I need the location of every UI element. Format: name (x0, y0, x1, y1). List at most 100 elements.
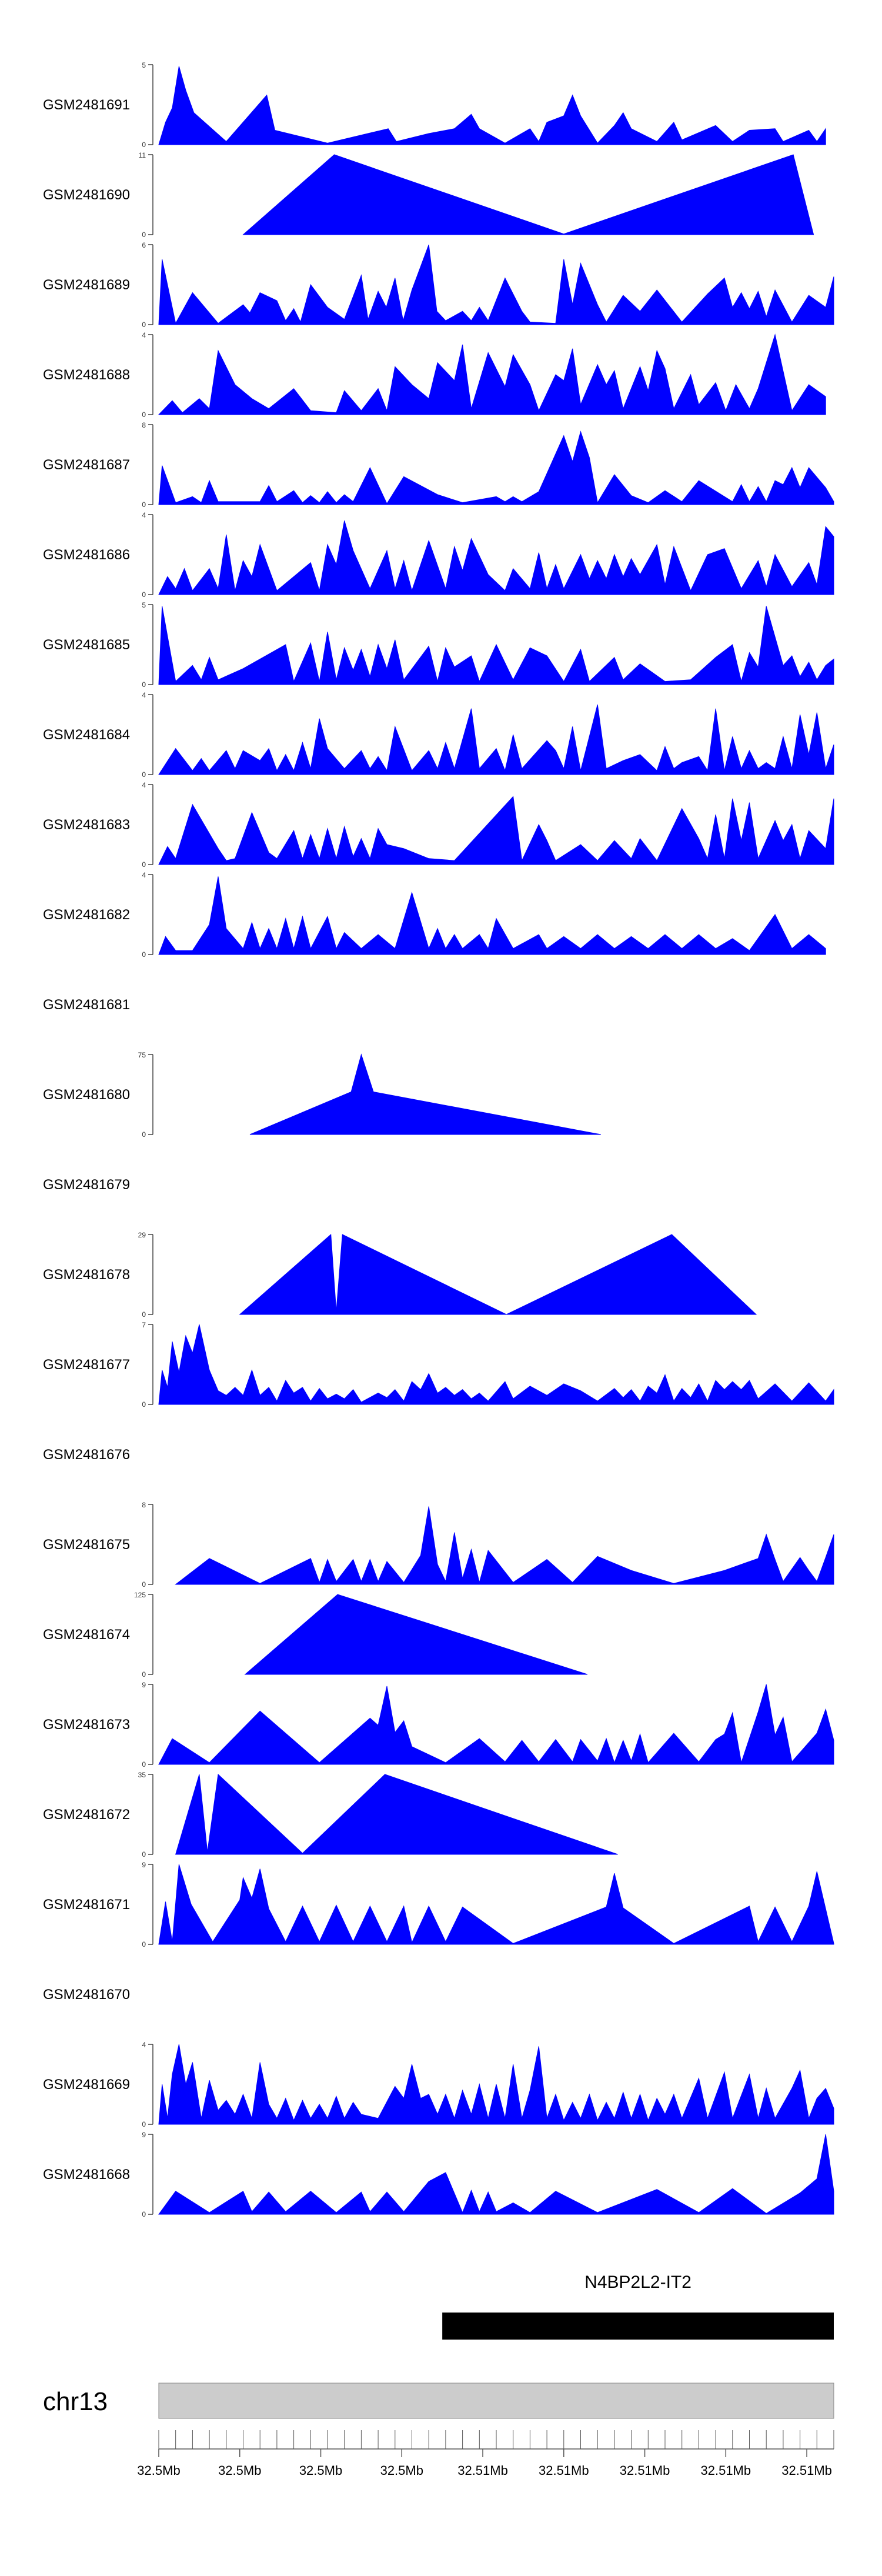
y-tick-label-zero: 0 (142, 2120, 146, 2128)
y-tick-label-max: 7 (142, 1321, 146, 1329)
y-tick-label-max: 8 (142, 421, 146, 429)
coverage-area (158, 796, 834, 865)
track-label: GSM2481689 (43, 277, 130, 293)
y-tick-label-zero: 0 (142, 770, 146, 779)
coverage-area (249, 1053, 601, 1135)
track-GSM2481680: GSM2481680 75 0 (43, 1051, 601, 1139)
track-label: GSM2481685 (43, 637, 130, 653)
coverage-area (239, 1233, 757, 1315)
track-GSM2481674: GSM2481674 125 0 (43, 1591, 588, 1679)
y-tick-label-zero: 0 (142, 1310, 146, 1319)
y-tick-label-zero: 0 (142, 1670, 146, 1679)
track-GSM2481671: GSM2481671 9 0 (43, 1861, 834, 1948)
y-tick-label-max: 35 (138, 1771, 146, 1779)
coverage-area (158, 2134, 834, 2215)
track-label: GSM2481669 (43, 2077, 130, 2093)
y-tick-label-max: 4 (142, 2041, 146, 2049)
y-tick-label-zero: 0 (142, 411, 146, 419)
y-tick-label-zero: 0 (142, 680, 146, 689)
x-tick-label: 32.51Mb (457, 2463, 508, 2478)
y-tick-label-zero: 0 (142, 590, 146, 599)
track-label: GSM2481684 (43, 727, 130, 743)
track-GSM2481678: GSM2481678 29 0 (43, 1231, 757, 1319)
track-GSM2481691: GSM2481691 5 0 (43, 61, 826, 149)
track-GSM2481686: GSM2481686 4 0 (43, 511, 834, 599)
y-tick-label-max: 4 (142, 781, 146, 789)
track-label: GSM2481673 (43, 1717, 130, 1733)
coverage-area (158, 1324, 834, 1405)
track-GSM2481687: GSM2481687 8 0 (43, 421, 834, 509)
y-tick-label-zero: 0 (142, 1940, 146, 1948)
coverage-area (158, 2044, 834, 2125)
coverage-area (158, 606, 834, 685)
y-tick-label-max: 125 (134, 1591, 146, 1599)
track-label: GSM2481678 (43, 1267, 130, 1283)
track-label: GSM2481671 (43, 1897, 130, 1913)
y-tick-label-zero: 0 (142, 1850, 146, 1858)
track-label: GSM2481680 (43, 1087, 130, 1103)
coverage-area (158, 876, 826, 955)
chromosome-label: chr13 (43, 2387, 108, 2416)
track-label: GSM2481681 (43, 997, 130, 1013)
chromosome-band (158, 2383, 834, 2419)
track-label: GSM2481691 (43, 97, 130, 113)
coverage-area (175, 1773, 618, 1855)
track-GSM2481684: GSM2481684 4 0 (43, 691, 834, 779)
track-GSM2481677: GSM2481677 7 0 (43, 1321, 834, 1409)
track-label: GSM2481679 (43, 1177, 130, 1193)
track-GSM2481670: GSM2481670 (43, 1987, 130, 2003)
y-tick-label-max: 4 (142, 871, 146, 879)
x-tick-label: 32.51Mb (539, 2463, 589, 2478)
track-label: GSM2481677 (43, 1357, 130, 1373)
track-label: GSM2481674 (43, 1627, 130, 1643)
gene-label: N4BP2L2-IT2 (584, 2273, 691, 2292)
coverage-area (158, 520, 834, 595)
y-tick-label-max: 75 (138, 1051, 146, 1059)
track-label: GSM2481686 (43, 547, 130, 563)
track-label: GSM2481670 (43, 1987, 130, 2003)
y-tick-label-zero: 0 (142, 141, 146, 149)
y-tick-label-zero: 0 (142, 2210, 146, 2218)
y-tick-label-max: 5 (142, 61, 146, 69)
x-tick-label: 32.51Mb (620, 2463, 670, 2478)
track-GSM2481681: GSM2481681 (43, 997, 130, 1013)
track-GSM2481673: GSM2481673 9 0 (43, 1681, 834, 1769)
track-GSM2481676: GSM2481676 (43, 1447, 130, 1463)
track-GSM2481668: GSM2481668 9 0 (43, 2131, 834, 2218)
track-label: GSM2481688 (43, 367, 130, 383)
track-GSM2481669: GSM2481669 4 0 (43, 2041, 834, 2128)
track-label: GSM2481687 (43, 457, 130, 473)
x-tick-label: 32.5Mb (137, 2463, 180, 2478)
y-tick-label-zero: 0 (142, 860, 146, 869)
coverage-area (158, 704, 834, 775)
y-tick-label-zero: 0 (142, 1130, 146, 1139)
y-tick-label-max: 4 (142, 331, 146, 339)
y-tick-label-max: 9 (142, 1861, 146, 1869)
coverage-area (242, 154, 814, 235)
track-GSM2481689: GSM2481689 6 0 (43, 241, 834, 329)
y-tick-label-max: 4 (142, 691, 146, 699)
y-tick-label-zero: 0 (142, 500, 146, 509)
coverage-area (158, 244, 834, 325)
y-tick-label-zero: 0 (142, 321, 146, 329)
coverage-area (158, 66, 826, 145)
track-GSM2481690: GSM2481690 11 0 (43, 151, 814, 239)
track-GSM2481679: GSM2481679 (43, 1177, 130, 1193)
coverage-area (175, 1506, 834, 1585)
y-tick-label-zero: 0 (142, 1580, 146, 1589)
y-tick-label-zero: 0 (142, 231, 146, 239)
track-GSM2481675: GSM2481675 8 0 (43, 1501, 834, 1589)
y-tick-label-max: 6 (142, 241, 146, 249)
x-tick-label: 32.5Mb (299, 2463, 342, 2478)
y-tick-label-max: 5 (142, 601, 146, 609)
track-label: GSM2481668 (43, 2167, 130, 2183)
track-label: GSM2481672 (43, 1807, 130, 1823)
y-tick-label-zero: 0 (142, 950, 146, 959)
track-label: GSM2481675 (43, 1537, 130, 1553)
y-tick-label-max: 9 (142, 2131, 146, 2139)
coverage-area (158, 333, 826, 415)
coverage-area (158, 1684, 834, 1765)
track-label: GSM2481676 (43, 1447, 130, 1463)
coverage-area (244, 1594, 588, 1675)
